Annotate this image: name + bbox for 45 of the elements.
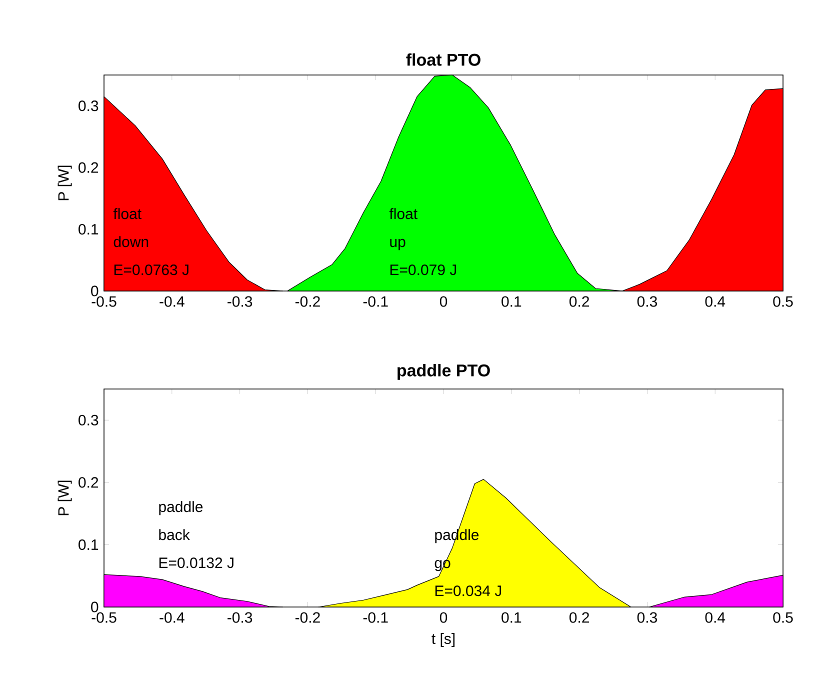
annotation: paddle xyxy=(159,501,203,516)
x-tick-label: -0.1 xyxy=(363,296,388,307)
y-tick-label: 0.1 xyxy=(78,224,98,235)
x-tick-label: -0.4 xyxy=(160,296,184,307)
x-tick-label: 0.2 xyxy=(569,296,589,307)
x-tick-label: 0.4 xyxy=(705,612,726,623)
x-tick-label: 0.3 xyxy=(637,612,657,623)
y-tick-label: 0.2 xyxy=(78,477,98,488)
x-tick-label: 0.2 xyxy=(569,612,589,623)
y-tick-label: 0.3 xyxy=(78,100,98,112)
annotation: down xyxy=(114,236,148,248)
y-tick-label: 0.2 xyxy=(78,162,98,173)
x-tick-label: -0.5 xyxy=(92,296,116,307)
annotation: float xyxy=(389,208,418,220)
annotation: E=0.079 J xyxy=(390,264,456,276)
y-axis-title: P [W] xyxy=(58,480,72,516)
x-tick-label: -0.2 xyxy=(295,296,320,307)
annotation: E=0.0132 J xyxy=(159,558,234,568)
x-axis-title: t [s] xyxy=(432,632,455,647)
x-tick-label: -0.5 xyxy=(92,612,116,623)
y-tick-label: 0.3 xyxy=(78,414,98,426)
x-tick-label: 0.5 xyxy=(773,612,793,623)
y-axis-title: P [W] xyxy=(58,166,72,200)
chart-title: paddle PTO xyxy=(398,364,490,380)
x-tick-label: -0.3 xyxy=(228,612,252,623)
x-tick-label: 0.1 xyxy=(502,296,522,307)
chart-title: float PTO xyxy=(406,53,480,66)
x-tick-label: -0.1 xyxy=(363,612,388,623)
y-tick-label: 0 xyxy=(91,286,98,296)
x-tick-label: -0.2 xyxy=(295,612,320,623)
x-tick-label: -0.4 xyxy=(160,612,184,623)
x-tick-label: 0.5 xyxy=(773,296,793,307)
x-tick-label: 0.4 xyxy=(705,296,726,307)
x-tick-label: 0 xyxy=(440,612,448,623)
x-tick-label: 0.1 xyxy=(502,612,522,623)
annotation: E=0.034 J xyxy=(435,586,502,596)
annotation: up xyxy=(390,238,406,250)
x-tick-label: -0.3 xyxy=(228,296,252,307)
x-tick-label: 0 xyxy=(440,296,448,307)
y-tick-label: 0 xyxy=(91,602,98,612)
y-tick-label: 0.1 xyxy=(78,539,98,550)
x-tick-label: 0.3 xyxy=(637,296,657,307)
annotation: float xyxy=(113,208,142,220)
annotation: E=0.0763 J xyxy=(114,264,188,276)
annotation: back xyxy=(159,529,190,540)
